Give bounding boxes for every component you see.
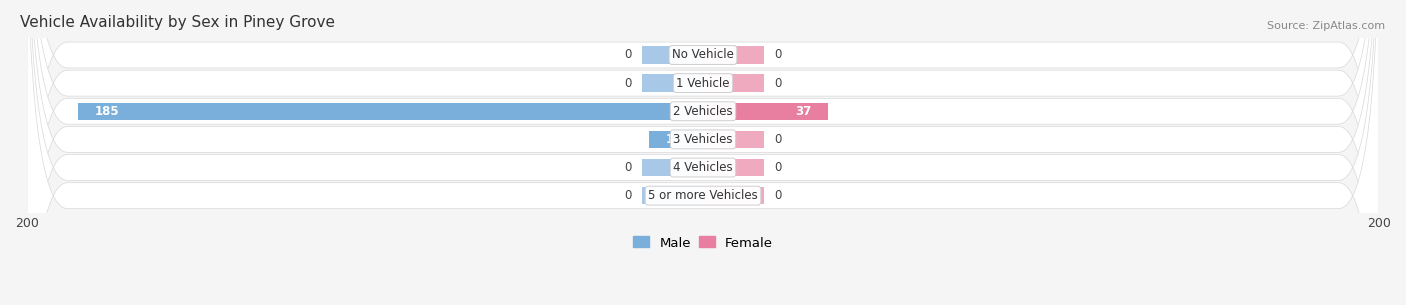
Text: 4 Vehicles: 4 Vehicles — [673, 161, 733, 174]
Text: Source: ZipAtlas.com: Source: ZipAtlas.com — [1267, 21, 1385, 31]
FancyBboxPatch shape — [27, 0, 1379, 305]
FancyBboxPatch shape — [27, 0, 1379, 305]
Text: 3 Vehicles: 3 Vehicles — [673, 133, 733, 146]
Bar — [643, 74, 703, 92]
Text: 0: 0 — [773, 77, 782, 90]
Bar — [77, 102, 703, 120]
Text: 0: 0 — [624, 189, 633, 202]
Text: No Vehicle: No Vehicle — [672, 48, 734, 62]
Bar — [643, 46, 703, 64]
Text: 0: 0 — [773, 48, 782, 62]
Text: 5 or more Vehicles: 5 or more Vehicles — [648, 189, 758, 202]
Bar — [703, 102, 828, 120]
Text: 0: 0 — [773, 133, 782, 146]
Bar — [643, 187, 703, 204]
Text: 0: 0 — [624, 161, 633, 174]
FancyBboxPatch shape — [27, 0, 1379, 305]
Text: 185: 185 — [94, 105, 120, 118]
FancyBboxPatch shape — [27, 0, 1379, 305]
Text: Vehicle Availability by Sex in Piney Grove: Vehicle Availability by Sex in Piney Gro… — [20, 15, 335, 30]
Text: 0: 0 — [773, 189, 782, 202]
Bar — [703, 187, 763, 204]
FancyBboxPatch shape — [27, 0, 1379, 305]
Text: 2 Vehicles: 2 Vehicles — [673, 105, 733, 118]
Text: 0: 0 — [624, 48, 633, 62]
Legend: Male, Female: Male, Female — [627, 231, 779, 255]
Bar — [703, 159, 763, 176]
Bar — [703, 46, 763, 64]
Bar — [703, 74, 763, 92]
Bar — [643, 159, 703, 176]
Bar — [703, 131, 763, 148]
Text: 1 Vehicle: 1 Vehicle — [676, 77, 730, 90]
Text: 0: 0 — [773, 161, 782, 174]
FancyBboxPatch shape — [27, 0, 1379, 305]
Text: 0: 0 — [624, 77, 633, 90]
Bar — [650, 131, 703, 148]
Text: 37: 37 — [794, 105, 811, 118]
Text: 16: 16 — [666, 133, 682, 146]
